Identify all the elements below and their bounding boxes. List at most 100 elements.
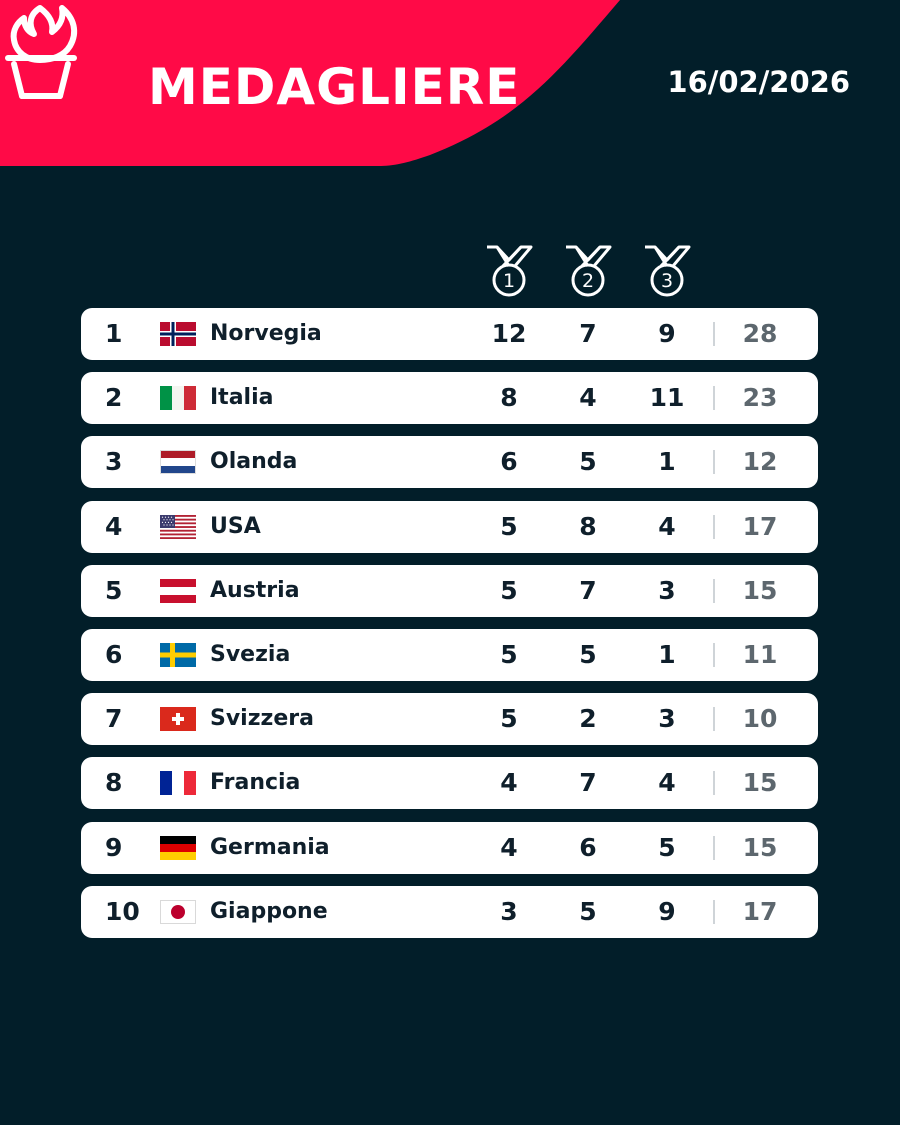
table-row: 7 Svizzera 5 2 3 10: [81, 693, 818, 746]
silver-count: 7: [579, 319, 597, 348]
divider: [713, 835, 715, 860]
divider: [713, 386, 715, 411]
germany-flag-icon: [160, 835, 196, 860]
silver-count: 7: [579, 575, 597, 605]
gold-count: 8: [500, 383, 518, 413]
total-count: 23: [742, 383, 778, 413]
divider: [713, 450, 715, 475]
table-row: 5 Austria 5 7 3 15: [81, 564, 818, 617]
banner-shape: [0, 0, 620, 166]
country-name: USA: [210, 513, 261, 539]
switzerland-flag-icon: [160, 707, 196, 732]
total-count: 10: [742, 704, 778, 734]
bronze-count: 1: [658, 639, 676, 669]
divider: [713, 707, 715, 732]
silver-count: 8: [579, 511, 597, 541]
total-count: 17: [742, 511, 778, 541]
divider: [713, 642, 715, 667]
country-name: Italia: [210, 385, 274, 411]
table-row: 6 Svezia 5 5 1 11: [81, 628, 818, 681]
rank: 10: [105, 896, 140, 926]
japan-flag-icon: [160, 899, 196, 924]
silver-count: 5: [579, 639, 597, 669]
silver-count: 5: [579, 447, 597, 477]
divider: [713, 899, 715, 924]
torch-icon: [5, 5, 78, 99]
table-row: 2 Italia 8 4 11 23: [81, 372, 818, 425]
bronze-count: 9: [658, 319, 676, 348]
total-count: 15: [742, 832, 778, 862]
total-count: 17: [742, 896, 778, 926]
bronze-count: 11: [649, 383, 685, 413]
austria-flag-icon: [160, 578, 196, 603]
table-row: 10 Giappone 3 5 9 17: [81, 885, 818, 938]
silver-count: 4: [579, 383, 597, 413]
bronze-count: 1: [658, 447, 676, 477]
svg-text:3: 3: [661, 270, 673, 292]
sweden-flag-icon: [160, 642, 196, 667]
table-row: 3 Olanda 6 5 1 12: [81, 436, 818, 489]
rank: 7: [105, 704, 123, 734]
svg-text:1: 1: [503, 270, 515, 292]
rank: 6: [105, 639, 123, 669]
divider: [713, 322, 715, 346]
rank: 2: [105, 383, 123, 413]
country-name: Austria: [210, 577, 300, 603]
rank: 1: [105, 319, 123, 348]
svg-text:2: 2: [582, 270, 594, 292]
country-name: Svezia: [210, 641, 291, 667]
country-name: Francia: [210, 770, 301, 796]
rank: 8: [105, 768, 123, 798]
rank: 5: [105, 575, 123, 605]
silver-count: 2: [579, 704, 597, 734]
table-row: 4 USA 5 8 4: [81, 500, 818, 553]
norway-flag-icon: [160, 322, 196, 346]
gold-count: 5: [500, 704, 518, 734]
rank: 4: [105, 511, 123, 541]
italy-flag-icon: [160, 386, 196, 411]
silver-count: 7: [579, 768, 597, 798]
rank: 3: [105, 447, 123, 477]
table-row: 1 Norvegia 12 7 9 28: [81, 308, 818, 360]
total-count: 12: [742, 447, 778, 477]
gold-count: 5: [500, 511, 518, 541]
total-count: 28: [742, 319, 778, 348]
gold-count: 5: [500, 639, 518, 669]
total-count: 15: [742, 575, 778, 605]
medal-1-icon: 1: [487, 245, 533, 297]
divider: [713, 514, 715, 539]
bronze-count: 9: [658, 896, 676, 926]
bronze-count: 5: [658, 832, 676, 862]
gold-count: 3: [500, 896, 518, 926]
country-name: Olanda: [210, 449, 298, 475]
silver-count: 6: [579, 832, 597, 862]
gold-count: 5: [500, 575, 518, 605]
usa-flag-icon: [160, 514, 196, 539]
bronze-count: 4: [658, 511, 676, 541]
gold-count: 12: [491, 319, 527, 348]
country-name: Germania: [210, 834, 330, 860]
france-flag-icon: [160, 771, 196, 796]
country-name: Norvegia: [210, 321, 322, 346]
country-name: Svizzera: [210, 706, 314, 732]
bronze-count: 3: [658, 575, 676, 605]
total-count: 15: [742, 768, 778, 798]
divider: [713, 771, 715, 796]
silver-count: 5: [579, 896, 597, 926]
bronze-count: 3: [658, 704, 676, 734]
table-row: 9 Germania 4 6 5 15: [81, 821, 818, 874]
netherlands-flag-icon: [160, 450, 196, 475]
bronze-count: 4: [658, 768, 676, 798]
medal-table: 1 Norvegia 12 7 9 28 2 Italia 8 4 11 23 …: [81, 308, 818, 950]
header-banner: MEDAGLIERE 16/02/2026: [0, 0, 900, 170]
date-label: 16/02/2026: [667, 65, 850, 99]
divider: [713, 578, 715, 603]
medal-3-icon: 3: [645, 245, 691, 297]
page-title: MEDAGLIERE: [148, 58, 521, 116]
total-count: 11: [742, 639, 778, 669]
medal-2-icon: 2: [566, 245, 612, 297]
rank: 9: [105, 832, 123, 862]
country-name: Giappone: [210, 898, 328, 924]
gold-count: 6: [500, 447, 518, 477]
table-row: 8 Francia 4 7 4 15: [81, 757, 818, 810]
